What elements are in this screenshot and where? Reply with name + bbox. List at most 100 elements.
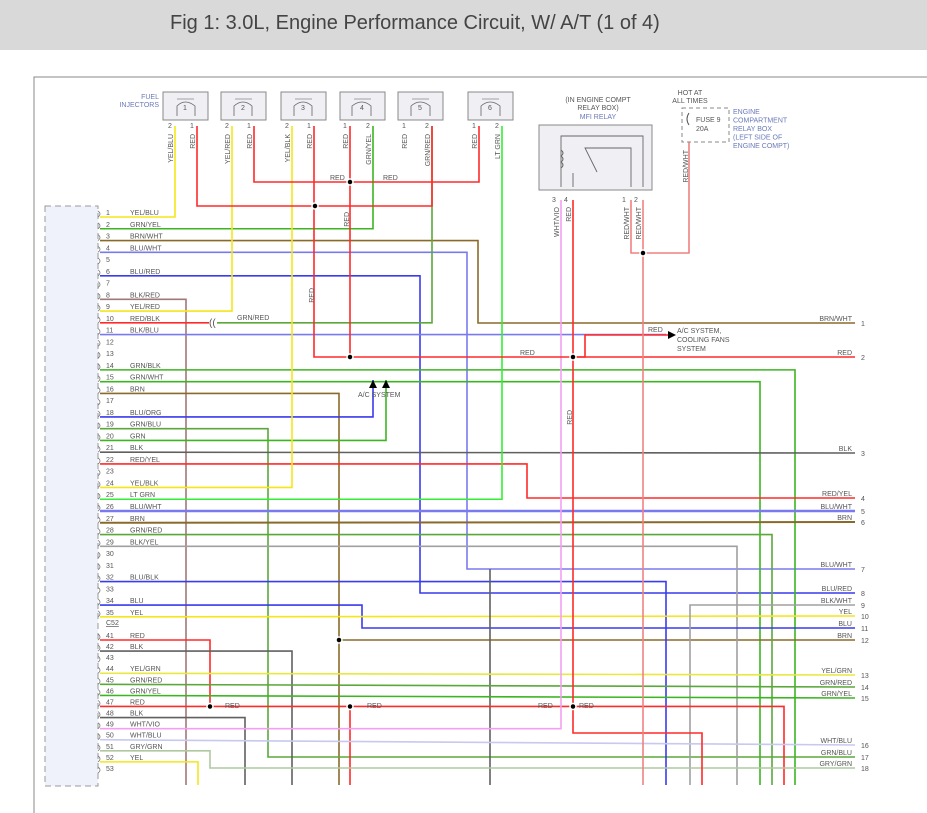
pin-number: 1 (402, 123, 406, 130)
right-connector-pin-number: 5 (861, 509, 865, 516)
right-connector-wire-label: GRN/RED (820, 680, 852, 687)
splice-dot (346, 178, 354, 186)
ecm-pin-wire-label: WHT/VIO (130, 722, 160, 729)
ecm-pin-wire-label: BLK/YEL (130, 539, 159, 546)
wire-grn-blk (100, 369, 796, 785)
pin-terminal-icon (97, 666, 101, 674)
pin-terminal-icon (97, 610, 101, 618)
right-connector-pin-number: 11 (861, 626, 868, 633)
hot-at-all-times: ALL TIMES (672, 98, 708, 105)
pin-terminal-icon (97, 457, 101, 465)
wire-grn-red-inj5 (217, 126, 433, 324)
pin-terminal-icon (97, 316, 101, 324)
wire-yel-52 (100, 761, 199, 785)
ecm-pin-wire-label: BLK/BLU (130, 328, 159, 335)
pin-terminal-icon (97, 445, 101, 453)
ac-cooling-label: SYSTEM (677, 346, 706, 353)
fuel-injector-5 (397, 91, 444, 121)
pin-terminal-icon (97, 766, 101, 774)
ecm-pin-wire-label: BLU/ORG (130, 410, 162, 417)
ecm-pin-wire-label: GRN/RED (130, 528, 162, 535)
ecm-pin-wire-label: BLU/WHT (130, 504, 162, 511)
pin-terminal-icon (97, 422, 101, 429)
diagram-frame (33, 76, 927, 813)
wire-red-47 (100, 705, 785, 785)
right-connector-pin-number: 8 (861, 591, 865, 598)
ecm-pin-wire-label: BRN (130, 516, 145, 523)
wire-gry-grn (100, 749, 855, 769)
wire-red-ac (573, 334, 668, 358)
ac-cooling-label: COOLING FANS (677, 337, 730, 344)
pin-terminal-icon (97, 551, 101, 559)
ecm-pin-number: 8 (106, 292, 110, 299)
relay-box-label: ENGINE (733, 109, 760, 116)
ecm-pin-wire-label: GRN/RED (130, 677, 162, 684)
ecm-pin-number: 25 (106, 492, 114, 499)
wire-label: RED (566, 207, 573, 222)
wire-blk-yel (100, 545, 738, 785)
pin-number: 1 (190, 123, 194, 130)
pin-terminal-icon (97, 245, 101, 253)
wire-label: RED (402, 134, 409, 149)
pin-number: 1 (472, 123, 476, 130)
wire-label: YEL/BLU (168, 134, 175, 163)
ecm-pin-number: 42 (106, 644, 114, 651)
pin-terminal-icon (97, 234, 101, 241)
wire-label: GRN/YEL (366, 134, 373, 165)
wire-label: GRN/RED (425, 134, 432, 166)
ecm-pin-wire-label: RED (130, 699, 145, 706)
injector-coil-icon (480, 101, 501, 116)
fuel-injector-1 (162, 91, 209, 121)
injector-number: 5 (418, 105, 422, 112)
pin-terminal-icon (97, 678, 101, 685)
wire-blu-org (100, 380, 374, 418)
wire-yel-blu (100, 126, 176, 218)
wire-label: RED (307, 134, 314, 149)
wire-blu-blk (100, 580, 667, 785)
relay-coil-icon (560, 149, 564, 169)
ecm-pin-wire-label: BLU/WHT (130, 245, 162, 252)
right-connector-pin-number: 10 (861, 614, 869, 621)
ecm-pin-number: 33 (106, 586, 114, 593)
wire-label: YEL/BLK (285, 134, 292, 163)
ecm-pin-wire-label: GRY/GRN (130, 744, 163, 751)
ecm-pin-wire-label: GRN/BLU (130, 422, 161, 429)
pin-terminal-icon (97, 375, 101, 382)
fuel-injector-6 (467, 91, 514, 121)
wire-blu-red (100, 274, 855, 594)
fuse-name: FUSE 9 (696, 117, 721, 124)
right-connector-pin-number: 4 (861, 496, 865, 503)
ecm-pin-number: 41 (106, 633, 114, 640)
pin-terminal-icon (97, 516, 101, 524)
pin-terminal-icon (97, 328, 101, 335)
right-connector-wire-label: GRN/YEL (821, 691, 852, 698)
wire-red-yel (100, 463, 855, 499)
splice-dot (346, 353, 354, 361)
ecm-pin-number: 7 (106, 281, 110, 288)
pin-terminal-icon (97, 722, 101, 729)
ecm-pin-number: 17 (106, 398, 114, 405)
splice-dot (335, 636, 343, 644)
ecm-pin-number: 18 (106, 410, 114, 417)
wire-blk-wht (689, 604, 855, 785)
connector-id: C52 (106, 620, 119, 627)
pin-terminal-icon (97, 469, 101, 477)
wire-grn-red (100, 533, 773, 785)
right-connector-pin-number: 6 (861, 520, 865, 527)
wire-brn-wht (100, 239, 855, 324)
ecm-pin-number: 30 (106, 551, 114, 558)
pin-terminal-icon (97, 434, 101, 441)
ecm-pin-number: 49 (106, 722, 114, 729)
relay-location: (IN ENGINE COMPT (565, 97, 631, 104)
right-connector-pin-number: 13 (861, 673, 869, 680)
ecm-connector-body (44, 205, 99, 787)
wire-brn-6 (99, 521, 856, 524)
wire-red-wht-fuse (630, 142, 690, 254)
relay-box-label: RELAY BOX (733, 126, 772, 133)
injector-coil-icon (176, 101, 196, 116)
wire-blu-wht (100, 251, 855, 570)
pin-terminal-icon (97, 598, 101, 606)
wire-label: RED (367, 703, 382, 710)
fuse-rating: 20A (696, 126, 709, 133)
